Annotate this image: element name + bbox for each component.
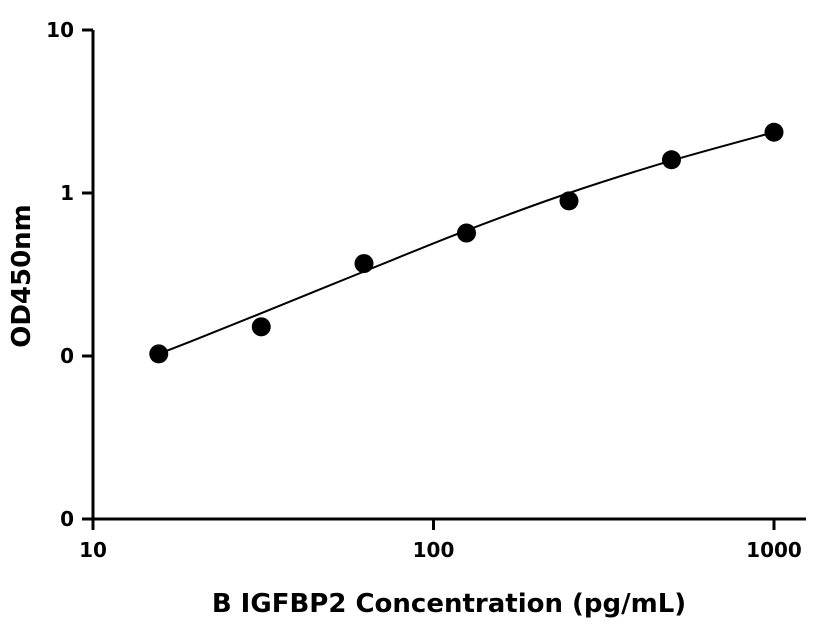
data-point	[456, 223, 476, 243]
x-tick-label: 100	[413, 538, 455, 562]
y-tick-label: 10	[46, 18, 74, 42]
y-tick-label: 1	[60, 181, 74, 205]
y-tick-label: 0	[60, 344, 74, 368]
x-axis-title: B IGFBP2 Concentration (pg/mL)	[212, 589, 686, 619]
y-ticks: 0 0 1 10	[46, 18, 93, 531]
data-point	[149, 344, 169, 364]
data-point	[354, 254, 374, 274]
data-points	[149, 122, 784, 364]
fit-curve	[158, 131, 775, 355]
y-tick-label: 0	[60, 507, 74, 531]
data-point	[559, 191, 579, 211]
y-axis-title: OD450nm	[7, 204, 37, 348]
data-point	[764, 122, 784, 142]
x-tick-label: 10	[79, 538, 107, 562]
x-ticks: 10 100 1000	[79, 519, 802, 562]
data-point	[661, 150, 681, 170]
x-tick-label: 1000	[746, 538, 802, 562]
data-point	[251, 317, 271, 337]
fit-curve-layer	[158, 131, 775, 355]
